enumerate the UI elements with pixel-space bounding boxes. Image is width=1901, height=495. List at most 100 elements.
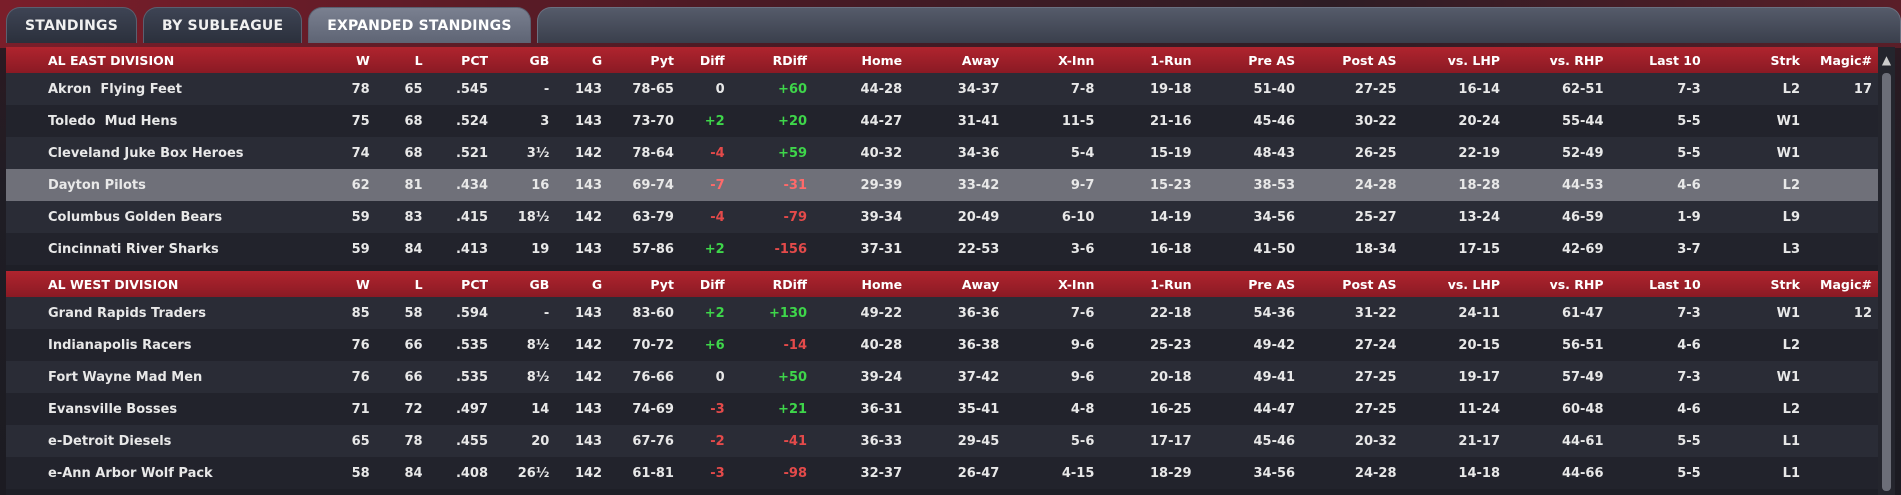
cell-away: 20-49 — [957, 209, 1000, 225]
table-row[interactable]: Dayton Pilots 62 81 .434 16 143 69-74 -7 -31 29-3… — [6, 169, 1878, 201]
cell-post-all-star: 24-28 — [1354, 465, 1397, 481]
cell-wins: 76 — [351, 337, 370, 353]
cell-magic-number — [1806, 137, 1878, 169]
cell-pre-all-star: 44-47 — [1253, 401, 1296, 417]
cell-run-diff: -98 — [783, 465, 808, 481]
cell-wins: 78 — [351, 81, 370, 97]
column-header-last-10[interactable]: Last 10 — [1649, 276, 1701, 292]
column-header-magic-number[interactable]: Magic# — [1820, 276, 1872, 292]
table-row[interactable]: Grand Rapids Traders 85 58 .594 - 143 83-60 +2 +… — [6, 297, 1878, 329]
column-header-extra-innings[interactable]: X-Inn — [1058, 276, 1095, 292]
table-row[interactable]: Fort Wayne Mad Men 76 66 .535 8½ 142 76-66 0 +50… — [6, 361, 1878, 393]
team-name[interactable]: Columbus Golden Bears — [48, 209, 223, 225]
cell-wins: 76 — [351, 369, 370, 385]
column-header-streak[interactable]: Strk — [1770, 276, 1800, 292]
cell-last-10: 7-3 — [1677, 369, 1701, 385]
team-name[interactable]: e-Detroit Diesels — [48, 433, 172, 449]
column-header-vs-lhp[interactable]: vs. LHP — [1447, 52, 1500, 68]
column-header-vs-lhp[interactable]: vs. LHP — [1447, 276, 1500, 292]
column-header-pythagorean[interactable]: Pyt — [650, 52, 674, 68]
column-header-run-diff[interactable]: RDiff — [772, 52, 808, 68]
column-header-streak[interactable]: Strk — [1770, 52, 1800, 68]
cell-post-all-star: 27-25 — [1354, 369, 1397, 385]
column-header-pct[interactable]: PCT — [461, 52, 489, 68]
column-header-pre-all-star[interactable]: Pre AS — [1248, 276, 1296, 292]
column-header-wins[interactable]: W — [355, 276, 370, 292]
column-header-last-10[interactable]: Last 10 — [1649, 52, 1701, 68]
cell-away: 37-42 — [957, 369, 1000, 385]
cell-last-10: 5-5 — [1677, 465, 1701, 481]
cell-games-back: 8½ — [526, 369, 550, 385]
cell-losses: 72 — [404, 401, 423, 417]
tab-by-subleague[interactable]: BY SUBLEAGUE — [143, 7, 303, 43]
table-row[interactable]: Cleveland Juke Box Heroes 74 68 .521 3½ 142 78… — [6, 137, 1878, 169]
tab-standings[interactable]: STANDINGS — [6, 7, 138, 43]
team-name[interactable]: Cincinnati River Sharks — [48, 241, 219, 257]
column-header-diff[interactable]: Diff — [699, 52, 725, 68]
cell-extra-innings: 7-8 — [1070, 81, 1095, 97]
column-header-losses[interactable]: L — [414, 52, 423, 68]
team-name[interactable]: Grand Rapids Traders — [48, 305, 206, 321]
column-header-one-run[interactable]: 1-Run — [1150, 52, 1192, 68]
cell-extra-innings: 9-7 — [1070, 177, 1095, 193]
tab-expanded-standings[interactable]: EXPANDED STANDINGS — [308, 7, 531, 43]
column-header-vs-rhp[interactable]: vs. RHP — [1549, 276, 1604, 292]
column-header-games-back[interactable]: GB — [529, 276, 550, 292]
scrollbar-thumb[interactable] — [1882, 73, 1891, 491]
column-header-magic-number[interactable]: Magic# — [1820, 52, 1872, 68]
cell-magic-number — [1806, 393, 1878, 425]
table-row[interactable]: Evansville Bosses 71 72 .497 14 143 74-69 -3 +21… — [6, 393, 1878, 425]
table-row[interactable]: Akron Flying Feet 78 65 .545 - 143 78-65 0 +60 44… — [6, 73, 1878, 105]
team-name[interactable]: Evansville Bosses — [48, 401, 178, 417]
vertical-scrollbar[interactable]: ▲ — [1878, 47, 1895, 495]
cell-post-all-star: 20-32 — [1354, 433, 1397, 449]
column-header-games[interactable]: G — [591, 276, 603, 292]
table-row[interactable]: e-Ann Arbor Wolf Pack 58 84 .408 26½ 142 61-81… — [6, 457, 1878, 489]
team-name[interactable]: Fort Wayne Mad Men — [48, 369, 203, 385]
team-name[interactable]: Akron Flying Feet — [48, 81, 182, 97]
table-row[interactable]: Indianapolis Racers 76 66 .535 8½ 142 70-72 +6 -… — [6, 329, 1878, 361]
cell-post-all-star: 27-25 — [1354, 81, 1397, 97]
column-header-one-run[interactable]: 1-Run — [1150, 276, 1192, 292]
cell-games: 142 — [574, 145, 603, 161]
team-name[interactable]: Toledo Mud Hens — [48, 113, 178, 129]
table-row[interactable]: Toledo Mud Hens 75 68 .524 3 143 73-70 +2 +20 44-… — [6, 105, 1878, 137]
column-header-pct[interactable]: PCT — [461, 276, 489, 292]
team-name[interactable]: e-Ann Arbor Wolf Pack — [48, 465, 213, 481]
cell-last-10: 7-3 — [1677, 305, 1701, 321]
column-header-pythagorean[interactable]: Pyt — [650, 276, 674, 292]
cell-one-run: 16-18 — [1149, 241, 1192, 257]
column-header-pre-all-star[interactable]: Pre AS — [1248, 52, 1296, 68]
column-header-post-all-star[interactable]: Post AS — [1342, 276, 1397, 292]
team-name[interactable]: Dayton Pilots — [48, 177, 146, 193]
column-header-post-all-star[interactable]: Post AS — [1342, 52, 1397, 68]
table-row[interactable]: Columbus Golden Bears 59 83 .415 18½ 142 63-79… — [6, 201, 1878, 233]
column-header-away[interactable]: Away — [961, 52, 1000, 68]
cell-games: 142 — [574, 465, 603, 481]
team-name[interactable]: Cleveland Juke Box Heroes — [48, 145, 244, 161]
cell-vs-rhp: 55-44 — [1561, 113, 1604, 129]
cell-games: 143 — [574, 305, 603, 321]
column-header-games-back[interactable]: GB — [529, 52, 550, 68]
column-header-extra-innings[interactable]: X-Inn — [1058, 52, 1095, 68]
cell-streak: L3 — [1782, 241, 1800, 257]
table-row[interactable]: e-Detroit Diesels 65 78 .455 20 143 67-76 -2 -41… — [6, 425, 1878, 457]
column-header-games[interactable]: G — [591, 52, 603, 68]
cell-magic-number — [1806, 169, 1878, 201]
column-header-diff[interactable]: Diff — [699, 276, 725, 292]
chevron-up-icon[interactable]: ▲ — [1881, 53, 1892, 67]
cell-pythagorean: 61-81 — [632, 465, 674, 481]
cell-pre-all-star: 45-46 — [1253, 113, 1296, 129]
column-header-wins[interactable]: W — [355, 52, 370, 68]
column-header-vs-rhp[interactable]: vs. RHP — [1549, 52, 1604, 68]
column-header-losses[interactable]: L — [414, 276, 423, 292]
cell-pct: .408 — [455, 465, 489, 481]
column-header-home[interactable]: Home — [861, 52, 903, 68]
column-header-run-diff[interactable]: RDiff — [772, 276, 808, 292]
column-header-away[interactable]: Away — [961, 276, 1000, 292]
table-row[interactable]: Cincinnati River Sharks 59 84 .413 19 143 57-8… — [6, 233, 1878, 265]
cell-last-10: 3-7 — [1677, 241, 1701, 257]
column-header-home[interactable]: Home — [861, 276, 903, 292]
cell-games-back: 19 — [531, 241, 550, 257]
team-name[interactable]: Indianapolis Racers — [48, 337, 192, 353]
